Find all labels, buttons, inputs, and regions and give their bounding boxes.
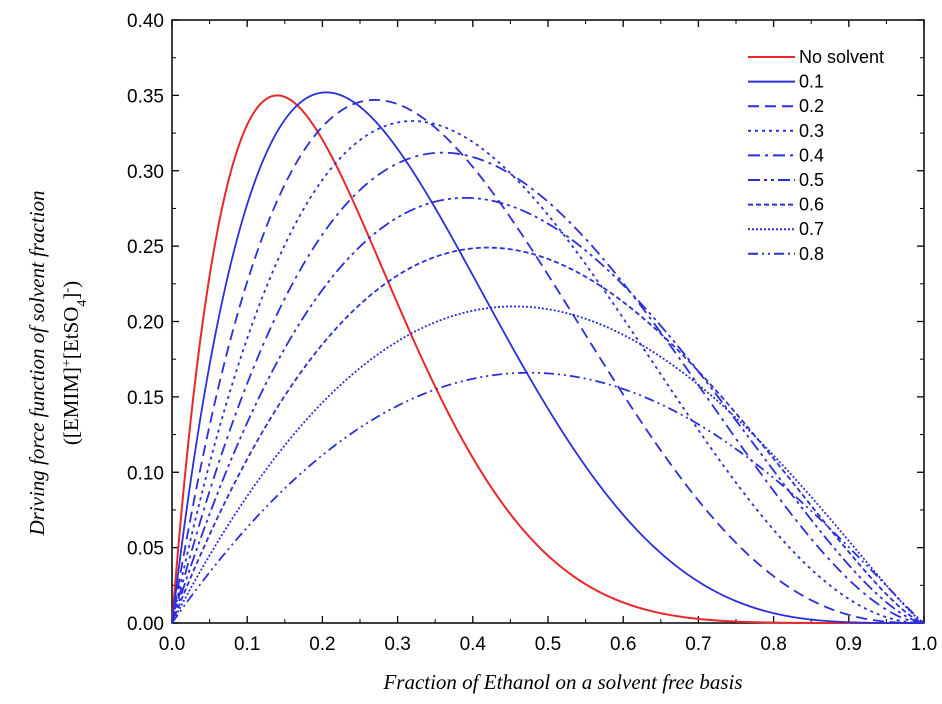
y-axis-title: Driving force function of solvent fracti… — [25, 190, 49, 536]
x-tick-label: 0.4 — [460, 634, 487, 655]
y-tick-label: 0.30 — [127, 162, 164, 183]
series-line-0-3 — [171, 120, 925, 624]
series-line-0-2 — [171, 98, 924, 624]
legend-label: 0.7 — [799, 219, 824, 239]
y-tick-label: 0.20 — [127, 313, 164, 334]
y-subtitle-mid: [EtSO — [59, 307, 83, 360]
x-axis-title: Fraction of Ethanol on a solvent free ba… — [382, 670, 742, 694]
legend-label: No solvent — [799, 47, 884, 67]
x-tick-label: 0.1 — [234, 634, 260, 655]
x-tick-label: 0.2 — [309, 634, 335, 655]
y-tick-label: 0.35 — [127, 86, 164, 107]
x-tick-label: 1.0 — [911, 634, 937, 655]
y-tick-label: 0.05 — [127, 539, 164, 560]
y-subtitle-close: ] — [59, 293, 83, 300]
x-tick-label: 0.7 — [685, 634, 711, 655]
y-subtitle-open: ([EMIM] — [59, 367, 83, 445]
y-subtitle-sub-four: 4 — [75, 300, 90, 307]
chart-series — [171, 91, 925, 624]
series-line-0-7 — [171, 305, 925, 624]
legend-label: 0.8 — [799, 244, 824, 264]
y-subtitle-sup-minus: - — [60, 288, 75, 293]
legend-label: 0.1 — [799, 72, 824, 92]
x-tick-label: 0.0 — [159, 634, 185, 655]
x-tick-label: 0.5 — [535, 634, 561, 655]
chart-legend: No solvent 0.1 0.2 0.3 0.4 0.5 0.6 0.7 0.8 — [748, 47, 884, 264]
series-line-0-5 — [171, 196, 925, 624]
y-tick-label: 0.25 — [127, 237, 164, 258]
x-tick-label: 0.6 — [610, 634, 636, 655]
y-tick-label: 0.15 — [127, 388, 164, 409]
series-line-0-8 — [171, 371, 925, 624]
legend-label: 0.2 — [799, 96, 824, 116]
legend-label: 0.5 — [799, 170, 824, 190]
x-tick-label: 0.9 — [836, 634, 862, 655]
series-line-0-1 — [171, 91, 924, 624]
y-tick-label: 0.00 — [127, 614, 164, 635]
y-subtitle-end: ) — [59, 281, 83, 288]
x-tick-label: 0.3 — [384, 634, 410, 655]
y-tick-label: 0.10 — [127, 463, 164, 484]
legend-label: 0.6 — [799, 195, 824, 215]
legend-label: 0.4 — [799, 145, 824, 165]
legend-label: 0.3 — [799, 121, 824, 141]
y-tick-label: 0.40 — [127, 11, 164, 32]
series-line-0-6 — [171, 246, 925, 624]
y-axis-subtitle: ([EMIM]+[EtSO4]-) — [59, 281, 90, 445]
x-tick-label: 0.8 — [760, 634, 786, 655]
chart-axes: 0.0 0.1 0.2 0.3 0.4 0.5 0.6 0.7 0.8 0.9 1.0 0.00 0.0… — [127, 11, 937, 655]
y-subtitle-sup-plus: + — [60, 359, 75, 367]
